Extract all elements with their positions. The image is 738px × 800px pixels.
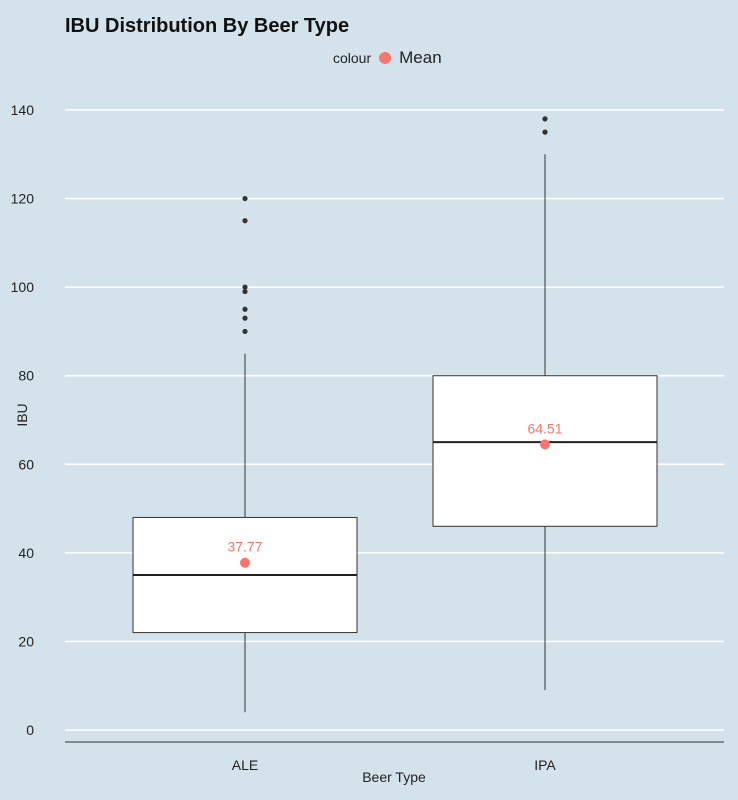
outlier-point	[242, 218, 248, 224]
outlier-point	[542, 129, 548, 135]
legend: colour Mean	[333, 48, 442, 68]
legend-mean-key	[379, 52, 392, 64]
mean-point	[540, 439, 550, 450]
axes: 0 20 40 60 80 100 120 140 ALE IPA Beer Type IBU	[11, 102, 724, 785]
y-tick-label: 20	[18, 633, 34, 649]
mean-point	[240, 557, 250, 568]
outlier-point	[542, 116, 548, 122]
y-tick-label: 40	[18, 545, 34, 561]
y-tick-label: 60	[18, 456, 34, 472]
y-tick-label: 0	[26, 722, 34, 738]
outlier-point	[242, 315, 248, 321]
mean-label: 37.77	[227, 539, 262, 555]
box	[432, 375, 658, 527]
mean-label: 64.51	[527, 420, 562, 436]
y-tick-label: 140	[11, 102, 35, 118]
x-axis-title: Beer Type	[362, 769, 426, 785]
x-tick-label: ALE	[232, 757, 258, 773]
y-axis-title: IBU	[14, 403, 30, 426]
y-tick-label: 80	[18, 368, 34, 384]
chart-title: IBU Distribution By Beer Type	[65, 15, 350, 37]
outlier-point	[242, 306, 248, 312]
y-tick-label: 120	[11, 191, 35, 207]
outlier-point	[242, 284, 248, 290]
grid	[65, 109, 724, 731]
outlier-point	[242, 328, 248, 335]
outlier-point	[242, 195, 248, 202]
outlier-point	[242, 288, 248, 295]
x-tick-label: IPA	[534, 757, 556, 773]
boxes: 37.77 64.51	[132, 116, 658, 713]
y-tick-label: 100	[11, 279, 35, 295]
legend-mean-label: Mean	[399, 48, 442, 67]
legend-title: colour	[333, 50, 372, 66]
